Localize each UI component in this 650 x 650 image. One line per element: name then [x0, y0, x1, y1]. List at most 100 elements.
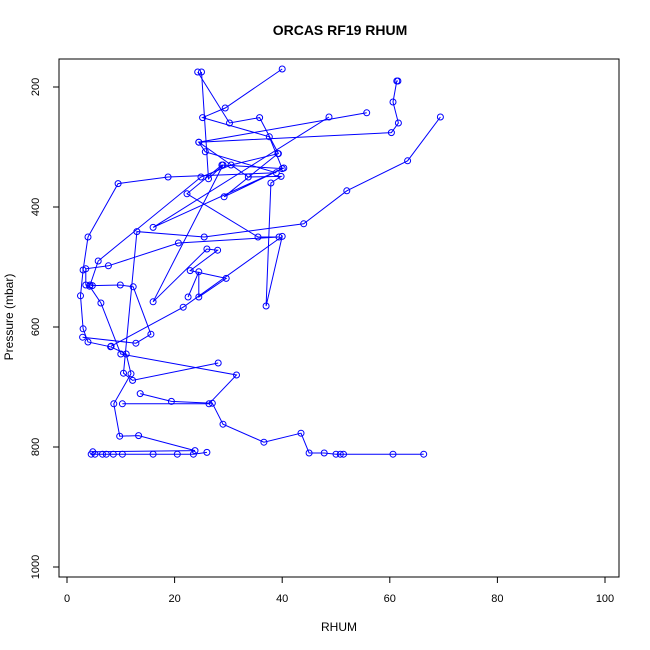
data-point — [214, 359, 222, 367]
y-tick-label: 600 — [30, 318, 42, 336]
data-point — [82, 265, 90, 273]
data-point — [233, 371, 240, 379]
data-point — [325, 113, 333, 121]
data-point — [297, 429, 305, 437]
data-point — [184, 293, 192, 301]
data-point — [117, 350, 125, 358]
data-point — [320, 449, 328, 457]
data-point — [194, 68, 202, 76]
data-point — [254, 233, 262, 241]
data-point — [77, 292, 84, 300]
data-point — [116, 281, 124, 289]
data-point — [135, 432, 143, 440]
data-point — [197, 173, 205, 181]
data-point — [278, 65, 286, 73]
data-point — [120, 369, 127, 377]
data-point — [87, 450, 95, 458]
data-point — [277, 172, 285, 180]
data-point — [222, 274, 230, 282]
data-point — [262, 302, 270, 310]
data-point — [267, 179, 275, 187]
plot-frame — [58, 58, 620, 578]
data-point — [393, 77, 401, 85]
data-point — [300, 220, 308, 228]
data-point — [195, 138, 203, 146]
series-3 — [79, 68, 282, 347]
chart-title: ORCAS RF19 RHUM — [273, 22, 408, 38]
series-line — [152, 71, 228, 303]
series-4 — [120, 113, 444, 384]
data-point — [280, 164, 288, 172]
data-point — [343, 187, 351, 195]
series-line — [152, 116, 330, 228]
data-point — [129, 376, 137, 384]
x-axis-label: RHUM — [321, 620, 357, 634]
x-tick-label: 0 — [64, 593, 70, 605]
data-point — [183, 190, 191, 198]
data-point — [107, 342, 115, 350]
data-point — [200, 233, 208, 241]
x-tick-label: 20 — [168, 593, 180, 605]
data-point — [102, 450, 110, 458]
data-point — [118, 400, 126, 408]
data-point — [84, 338, 92, 346]
data-point — [226, 119, 233, 127]
data-point — [84, 233, 92, 241]
data-point — [219, 420, 227, 428]
data-point — [278, 232, 286, 240]
data-point — [214, 246, 222, 254]
data-point — [201, 148, 209, 156]
data-point — [420, 450, 428, 458]
data-point — [208, 399, 216, 407]
data-point — [91, 450, 99, 458]
x-tick-label: 60 — [384, 593, 396, 605]
data-point — [363, 109, 371, 117]
series-line — [79, 80, 399, 455]
data-point — [336, 450, 344, 458]
data-point — [205, 400, 213, 408]
data-point — [118, 450, 126, 458]
data-point — [195, 293, 203, 301]
y-tick-label: 1000 — [30, 555, 42, 579]
y-tick-label: 800 — [30, 438, 42, 456]
data-point — [129, 283, 137, 291]
plot-area — [77, 65, 444, 458]
y-axis: 200 400 600 800 1000 — [30, 78, 60, 579]
series-5 — [107, 109, 371, 350]
data-point — [174, 239, 182, 247]
data-point — [110, 400, 118, 408]
data-point — [109, 450, 117, 458]
data-point — [82, 281, 90, 289]
data-point — [198, 68, 205, 76]
data-point — [389, 450, 397, 458]
data-point — [104, 262, 112, 270]
data-point — [340, 450, 347, 458]
series-7 — [136, 390, 428, 458]
data-point — [97, 299, 105, 307]
data-point — [147, 330, 155, 338]
x-tick-label: 80 — [491, 593, 503, 605]
data-point — [227, 161, 235, 169]
data-point — [132, 339, 140, 347]
data-point — [265, 133, 273, 141]
data-point — [149, 450, 157, 458]
x-tick-label: 100 — [596, 593, 614, 605]
data-point — [99, 450, 106, 458]
data-point — [394, 119, 402, 127]
data-point — [203, 245, 211, 253]
data-point — [164, 173, 172, 181]
data-point — [305, 449, 313, 457]
data-point — [79, 325, 87, 333]
data-point — [127, 370, 135, 378]
y-tick-label: 400 — [30, 198, 42, 216]
series-line — [82, 71, 280, 344]
data-point — [404, 157, 412, 165]
data-point — [256, 114, 264, 122]
data-point — [244, 173, 252, 181]
x-axis: 0 20 40 60 80 100 — [64, 576, 614, 605]
data-point — [149, 298, 157, 306]
data-point — [179, 303, 187, 311]
data-point — [189, 450, 197, 458]
data-point — [94, 257, 102, 265]
data-point — [221, 104, 229, 112]
